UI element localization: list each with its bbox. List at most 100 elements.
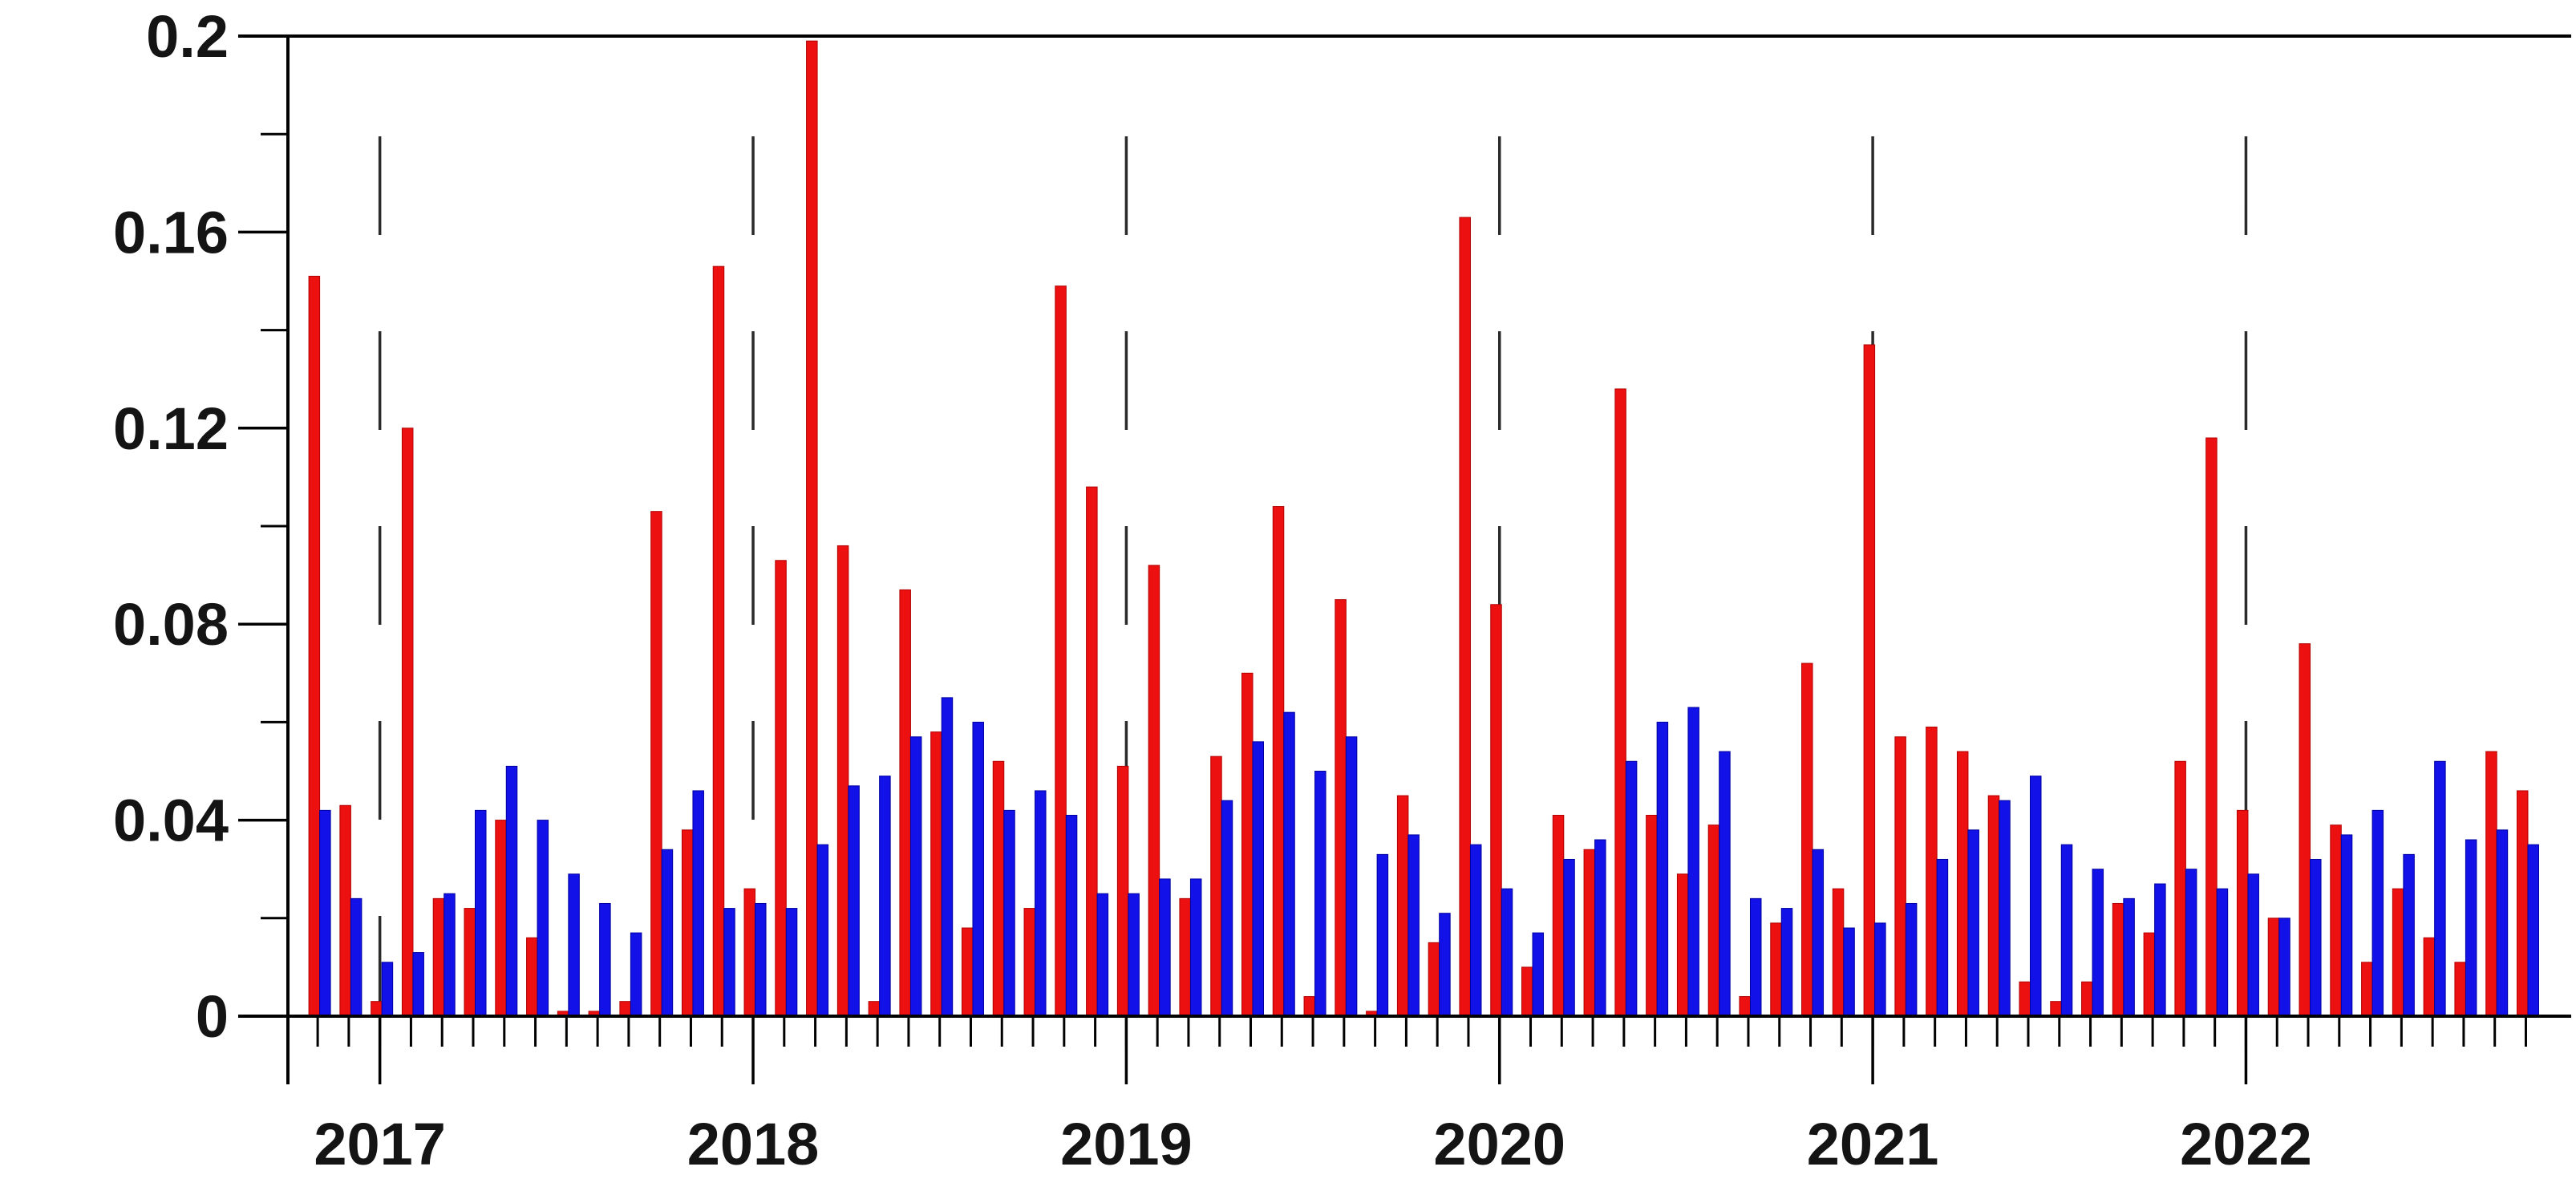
bar-blue [1812, 849, 1825, 1017]
bar-red [743, 888, 756, 1017]
bar-blue [2216, 888, 2229, 1017]
axes-and-ticks [238, 34, 2571, 1084]
bar-blue [1594, 839, 1606, 1017]
bar-blue [568, 873, 580, 1017]
bar-red [495, 820, 507, 1017]
bar-red [1863, 344, 1876, 1017]
bar-red [1086, 486, 1098, 1017]
bar-red [1770, 922, 1782, 1017]
bar-blue [1625, 760, 1638, 1017]
bar-red [868, 1001, 881, 1017]
bar-red [650, 511, 662, 1017]
bar-red [2330, 824, 2342, 1017]
bar-red [2299, 643, 2311, 1017]
y-tick-label: 0 [196, 983, 229, 1050]
bar-blue [909, 736, 922, 1017]
bar-red [1832, 888, 1845, 1017]
bar-red [1210, 756, 1222, 1017]
bar-blue [350, 897, 363, 1017]
bar-red [1335, 599, 1347, 1017]
bar-red [681, 829, 694, 1017]
year-label: 2019 [1060, 1111, 1193, 1177]
bar-blue [1159, 878, 1171, 1017]
bar-blue [1128, 893, 1140, 1017]
bar-blue [505, 765, 518, 1017]
bar-blue [816, 844, 829, 1017]
bar-blue [412, 952, 424, 1017]
bar-red [339, 804, 351, 1017]
bar-blue [1501, 888, 1513, 1017]
bar-blue [630, 932, 642, 1017]
bar-blue [692, 790, 704, 1017]
bar-blue [1843, 927, 1855, 1017]
bar-red [1614, 388, 1626, 1017]
bar-blue [2434, 760, 2446, 1017]
bar-red [1521, 966, 1533, 1017]
bar-red [1894, 736, 1906, 1017]
bar-red [2267, 918, 2280, 1017]
y-tick-label: 0.04 [113, 788, 229, 854]
bar-red [2112, 902, 2124, 1017]
bar-red [432, 897, 445, 1017]
bar-blue [2123, 897, 2135, 1017]
bar-red [2019, 981, 2031, 1017]
bar-blue [2185, 869, 2197, 1017]
bar-red [1396, 795, 1409, 1017]
bar-blue [2030, 776, 2042, 1017]
bar-blue [1065, 814, 1078, 1017]
bar-blue [1314, 771, 1326, 1017]
bar-red [2423, 937, 2436, 1017]
bar-blue [785, 908, 798, 1017]
bar-blue [537, 820, 549, 1017]
bar-red [1646, 814, 1658, 1017]
bar-red [2454, 962, 2466, 1017]
bar-blue [2371, 809, 2384, 1017]
bar-blue [2403, 853, 2415, 1017]
bar-blue [848, 785, 860, 1017]
bar-red [308, 275, 321, 1017]
bar-blue [661, 849, 674, 1017]
bar-red [401, 427, 414, 1017]
bar-blue [1780, 908, 1793, 1017]
bar-red [2143, 932, 2156, 1017]
bar-red [619, 1001, 631, 1017]
bar-blue [1469, 844, 1482, 1017]
year-label: 2022 [2180, 1111, 2312, 1177]
bar-blue [1345, 736, 1358, 1017]
bar-blue [1407, 834, 1420, 1017]
bar-red [775, 560, 787, 1017]
bar-blue [1096, 893, 1109, 1017]
bar-red [1055, 286, 1067, 1017]
bar-red [2485, 751, 2497, 1017]
bar-blue [2496, 829, 2509, 1017]
bar-blue [599, 902, 611, 1017]
bar-blue [1905, 902, 1918, 1017]
y-tick-label: 0.08 [113, 591, 229, 658]
bar-red [1676, 873, 1689, 1017]
year-label: 2020 [1433, 1111, 1565, 1177]
bar-blue [2247, 873, 2259, 1017]
y-tick-label: 0.2 [146, 3, 229, 70]
bar-blue [1376, 853, 1389, 1017]
year-label: 2021 [1807, 1111, 1939, 1177]
bar-red [371, 1001, 383, 1017]
bar-blue [1003, 809, 1015, 1017]
bar-blue [1221, 800, 1233, 1017]
bars [308, 40, 2539, 1017]
bar-red [1116, 765, 1129, 1017]
bar-red [2081, 981, 2093, 1017]
bar-red [1739, 996, 1751, 1017]
bar-red [992, 760, 1005, 1017]
bar-red [2236, 809, 2249, 1017]
bar-red [1583, 849, 1596, 1017]
bar-blue [319, 809, 331, 1017]
bar-red [2361, 962, 2373, 1017]
bar-red [464, 908, 476, 1017]
bar-blue [475, 809, 487, 1017]
bar-blue [1532, 932, 1545, 1017]
bar-blue [2060, 844, 2073, 1017]
bar-red [1801, 662, 1813, 1017]
bar-red [1490, 604, 1502, 1017]
bar-red [1179, 897, 1191, 1017]
